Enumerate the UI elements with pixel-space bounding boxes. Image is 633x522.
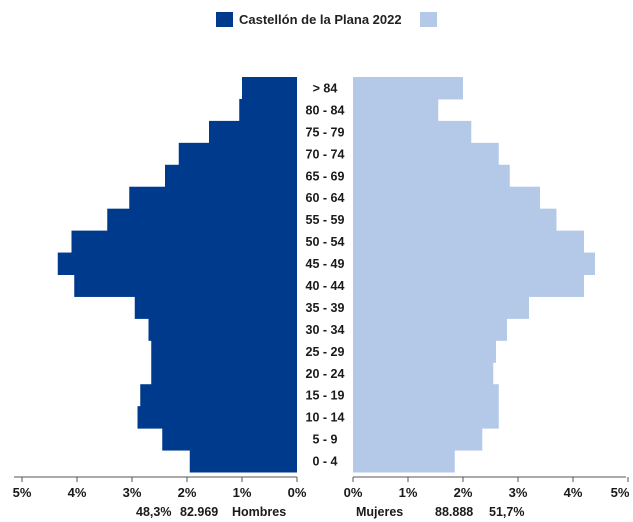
x-tick-label: 3% (123, 485, 142, 500)
summary-men-label: Hombres (232, 505, 286, 519)
bar-mujeres (353, 406, 499, 429)
x-tick-label: 2% (178, 485, 197, 500)
bar-mujeres (353, 274, 584, 297)
bar-hombres (57, 252, 297, 275)
age-group-label: 40 - 44 (306, 279, 345, 293)
bar-hombres (134, 296, 297, 319)
age-group-label: > 84 (313, 81, 338, 95)
bar-hombres (107, 208, 297, 232)
legend: Castellón de la Plana 2022 (216, 12, 437, 27)
bar-mujeres (353, 142, 499, 166)
bar-hombres (148, 318, 297, 341)
bar-mujeres (353, 98, 439, 122)
bar-hombres (165, 164, 297, 188)
age-group-label: 35 - 39 (306, 301, 345, 315)
bar-mujeres (353, 164, 510, 188)
age-group-label: 20 - 24 (306, 367, 345, 381)
age-group-labels: 0 - 4 5 - 9 10 - 14 15 - 19 20 - 24 25 - 29 30… (306, 81, 345, 468)
age-group-label: 30 - 34 (306, 323, 345, 337)
x-tick-label: 1% (233, 485, 252, 500)
x-tick-label: 2% (454, 485, 473, 500)
age-group-label: 65 - 69 (306, 169, 345, 183)
bar-hombres (209, 120, 297, 144)
x-tick-label: 5% (611, 485, 630, 500)
bar-mujeres (353, 450, 455, 473)
bar-mujeres (353, 384, 499, 407)
bar-mujeres (353, 318, 507, 341)
bar-mujeres (353, 428, 483, 451)
legend-swatch-series-1 (216, 12, 233, 27)
age-group-label: 25 - 29 (306, 345, 345, 359)
summary-men-pct: 48,3% (136, 505, 171, 519)
age-group-label: 55 - 59 (306, 213, 345, 227)
age-group-label: 70 - 74 (306, 147, 345, 161)
summary-men-total: 82.969 (180, 505, 218, 519)
bar-hombres (71, 230, 297, 254)
age-group-label: 15 - 19 (306, 389, 345, 403)
bar-hombres (151, 340, 297, 363)
bar-hombres (162, 428, 297, 451)
summary-women-total: 88.888 (435, 505, 473, 519)
x-tick-label: 1% (399, 485, 418, 500)
age-group-label: 60 - 64 (306, 191, 345, 205)
summary-women-label: Mujeres (356, 505, 403, 519)
x-axis-ticks-right: 0% 1% 2% 3% 4% 5% (344, 477, 630, 500)
bar-hombres (140, 384, 297, 407)
bar-hombres (189, 450, 297, 473)
bar-mujeres (353, 296, 529, 319)
summary-row: 48,3% 82.969 Hombres Mujeres 88.888 51,7… (136, 505, 524, 519)
bar-mujeres (353, 208, 557, 232)
summary-women-pct: 51,7% (489, 505, 524, 519)
x-tick-label: 0% (344, 485, 363, 500)
bar-hombres (151, 362, 297, 385)
bar-mujeres (353, 77, 463, 100)
bar-mujeres (353, 120, 472, 144)
age-group-label: 75 - 79 (306, 125, 345, 139)
bars-hombres (57, 77, 297, 473)
bar-hombres (239, 98, 297, 122)
bar-mujeres (353, 230, 584, 254)
bar-mujeres (353, 362, 494, 385)
age-group-label: 0 - 4 (312, 455, 337, 469)
bar-hombres (178, 142, 297, 166)
bar-mujeres (353, 252, 595, 275)
x-axis-ticks-left: 5% 4% 3% 2% 1% 0% (13, 477, 307, 500)
x-tick-label: 0% (288, 485, 307, 500)
age-group-label: 45 - 49 (306, 257, 345, 271)
age-group-label: 50 - 54 (306, 235, 345, 249)
legend-label-series-1: Castellón de la Plana 2022 (239, 12, 402, 27)
bar-mujeres (353, 340, 496, 363)
bar-mujeres (353, 186, 540, 210)
bar-hombres (137, 406, 297, 429)
age-group-label: 5 - 9 (312, 433, 337, 447)
bar-hombres (242, 77, 297, 100)
age-group-label: 10 - 14 (306, 411, 345, 425)
age-group-label: 80 - 84 (306, 103, 345, 117)
bar-hombres (129, 186, 297, 210)
x-tick-label: 5% (13, 485, 32, 500)
bar-hombres (74, 274, 297, 297)
bars-mujeres (353, 77, 595, 473)
x-tick-label: 4% (564, 485, 583, 500)
legend-swatch-series-2 (420, 12, 437, 27)
x-tick-label: 4% (68, 485, 87, 500)
x-tick-label: 3% (509, 485, 528, 500)
